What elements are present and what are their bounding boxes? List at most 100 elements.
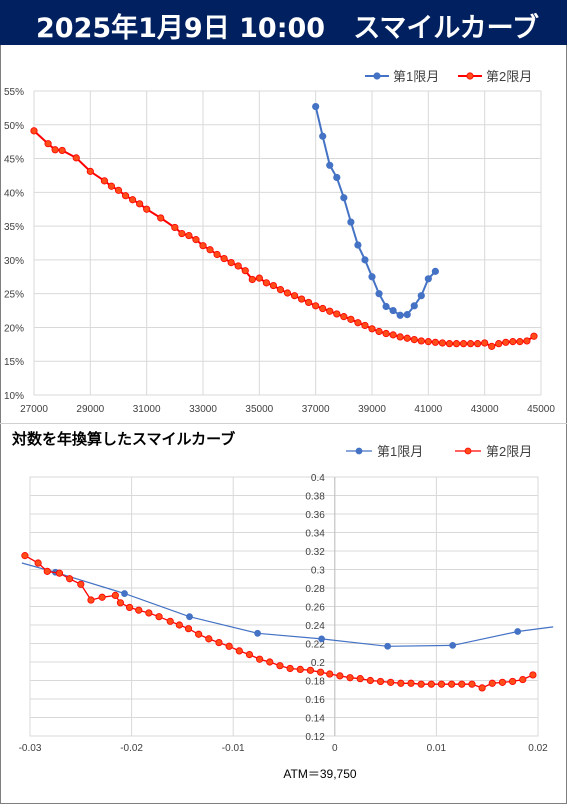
smile-curve-chart: 27000 29000 31000 33000 35000 37000 39000 41000… <box>4 69 555 415</box>
data-point <box>514 628 522 635</box>
data-point <box>319 304 327 313</box>
data-point <box>87 596 95 604</box>
y-tick-label: 0.22 <box>305 640 325 651</box>
data-point <box>481 339 489 347</box>
data-point <box>375 290 383 298</box>
y-tick-label: 30% <box>4 256 24 267</box>
x-tick-label: 45000 <box>527 404 555 415</box>
data-point <box>340 313 348 321</box>
data-point <box>305 298 313 307</box>
y-tick-label: 0.16 <box>305 695 325 706</box>
data-point <box>30 127 38 135</box>
data-point <box>382 302 390 311</box>
data-point <box>72 154 80 162</box>
data-point <box>21 552 29 560</box>
data-point <box>166 617 174 625</box>
x-tick-label: 29000 <box>76 404 104 415</box>
data-point <box>488 679 496 687</box>
x-tick-label: -0.03 <box>19 743 42 754</box>
data-point <box>178 229 186 238</box>
data-point <box>431 267 439 275</box>
y-tick-label: 50% <box>4 121 24 132</box>
data-point <box>286 664 294 673</box>
data-point <box>195 630 203 638</box>
data-point <box>478 684 486 692</box>
header-date: 2025年1月9日 10:00 <box>36 13 326 44</box>
chart-title: 対数を年換算したスマイルカーブ <box>11 430 235 448</box>
y-tick-label: 0.4 <box>311 473 325 484</box>
data-point <box>205 635 213 643</box>
y-tick-label: 15% <box>4 357 24 368</box>
legend-label: 第2限月 <box>486 444 532 459</box>
data-point <box>290 292 299 300</box>
x-tick-label: 41000 <box>414 404 442 415</box>
data-point <box>98 593 106 601</box>
y-tick-label: 0.14 <box>305 714 325 725</box>
x-tick-label: 0.01 <box>427 743 447 754</box>
data-point <box>502 338 510 346</box>
y-tick-label: 0.32 <box>305 547 325 558</box>
data-point <box>424 275 432 283</box>
x-axis-label: ATM＝39,750 <box>283 767 356 781</box>
y-tick-label: 0.38 <box>305 492 325 503</box>
data-point <box>184 625 193 633</box>
data-point <box>519 675 527 684</box>
series-line <box>21 562 554 647</box>
data-point <box>427 680 435 688</box>
data-point <box>245 651 254 659</box>
data-point <box>77 580 85 588</box>
data-point <box>143 205 151 213</box>
data-point <box>368 273 376 281</box>
y-tick-label: 55% <box>4 87 24 98</box>
data-point <box>312 302 320 310</box>
data-point <box>319 132 327 140</box>
y-tick-label: 0.2 <box>311 658 325 669</box>
data-point <box>296 665 304 673</box>
data-point <box>326 161 334 169</box>
data-point <box>269 281 278 290</box>
data-point <box>157 214 165 222</box>
data-point <box>354 241 362 249</box>
data-point <box>312 102 320 111</box>
data-point <box>114 186 123 194</box>
data-point <box>215 638 223 647</box>
y-tick-label: 35% <box>4 222 24 233</box>
data-point <box>488 342 496 350</box>
data-point <box>283 289 292 297</box>
data-point <box>417 337 425 345</box>
x-tick-label: -0.02 <box>120 743 143 754</box>
data-point <box>384 642 392 650</box>
data-point <box>529 671 537 679</box>
data-point <box>354 319 362 327</box>
data-point <box>403 334 411 342</box>
x-tick-label: 35000 <box>245 404 273 415</box>
data-point <box>449 641 457 649</box>
data-point <box>155 613 163 621</box>
data-point <box>213 250 221 259</box>
x-tick-label: 33000 <box>189 404 217 415</box>
data-point <box>121 590 128 597</box>
legend-marker <box>464 447 472 455</box>
data-point <box>318 635 325 643</box>
y-tick-label: 20% <box>4 323 24 334</box>
data-point <box>458 680 466 688</box>
data-point <box>234 262 242 270</box>
data-point <box>407 679 415 687</box>
data-point <box>347 315 355 323</box>
data-point <box>403 311 411 319</box>
legend-label: 第2限月 <box>486 69 532 84</box>
data-point <box>220 254 228 263</box>
x-tick-label: 37000 <box>302 404 330 415</box>
data-point <box>145 609 153 617</box>
data-point <box>468 680 476 688</box>
data-point <box>466 340 475 348</box>
y-tick-label: 10% <box>4 391 24 402</box>
y-tick-label: 25% <box>4 290 24 301</box>
data-point <box>86 167 94 175</box>
data-point <box>206 246 214 254</box>
header-title: スマイルカーブ <box>353 13 539 44</box>
data-point <box>474 340 482 348</box>
data-point <box>452 340 461 348</box>
data-point <box>235 647 243 655</box>
x-tick-label: -0.01 <box>222 743 245 754</box>
